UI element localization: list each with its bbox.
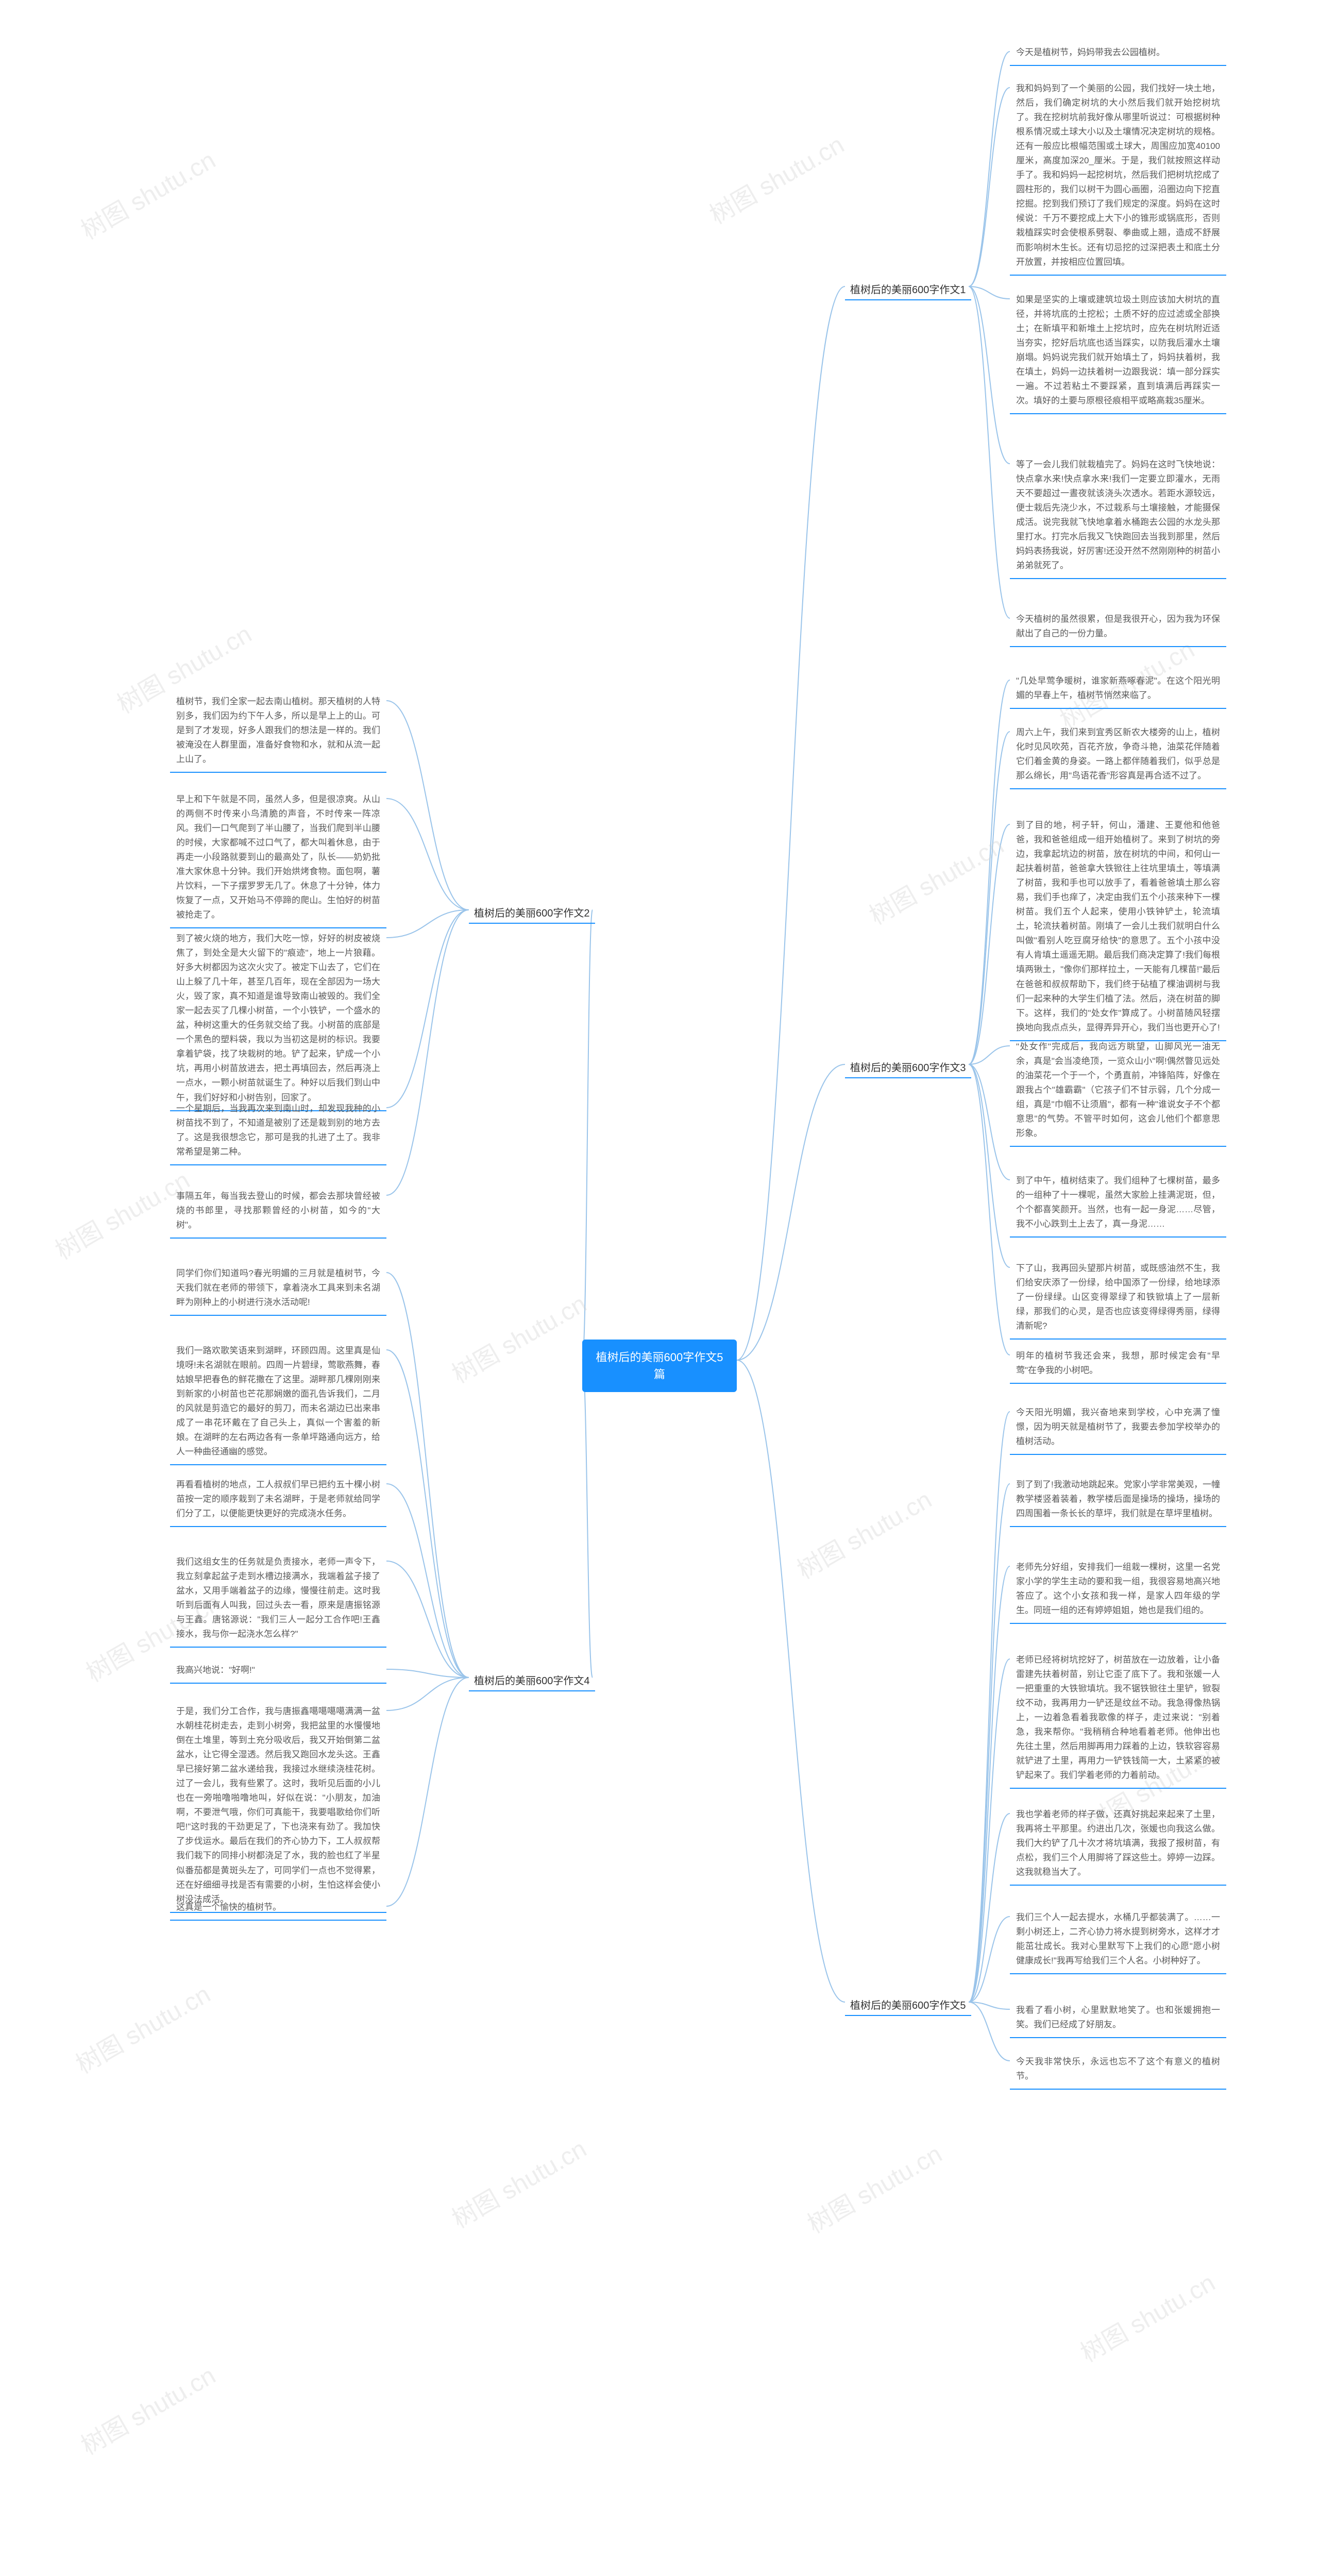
leaf-node: 我看了看小树，心里默默地笑了。也和张媛拥抱一笑。我们已经成了好朋友。 — [1010, 1999, 1226, 2038]
leaf-node: 我和妈妈到了一个美丽的公园，我们找好一块土地，然后，我们确定树坑的大小然后我们就… — [1010, 77, 1226, 276]
watermark: 树图 shutu.cn — [73, 140, 221, 246]
leaf-node: 我也学着老师的样子做，还真好挑起来起来了土里，我再将土平那里。约进出几次，张媛也… — [1010, 1803, 1226, 1886]
leaf-node: 周六上午，我们来到宜秀区新农大楼旁的山上，植树化时见风吹苑，百花齐放，争奇斗艳，… — [1010, 721, 1226, 789]
watermark: 树图 shutu.cn — [789, 1480, 937, 1586]
watermark: 树图 shutu.cn — [800, 2134, 948, 2240]
leaf-node: 老师先分好组，安排我们一组栽一棵树，这里一名党家小学的学生主动的要和我一组，我很… — [1010, 1556, 1226, 1624]
watermark: 树图 shutu.cn — [861, 825, 1009, 931]
leaf-node: 再看看植树的地点，工人叔叔们早已把约五十棵小树苗按一定的顺序栽到了未名湖畔，于是… — [170, 1473, 386, 1527]
leaf-node: "几处早莺争暖树，谁家新燕啄春泥"。在这个阳光明媚的早春上午，植树节悄然来临了。 — [1010, 670, 1226, 709]
leaf-node: 到了目的地，柯子轩，何山，潘建、王夏他和他爸爸，我和爸爸组成一组开始植树了。来到… — [1010, 814, 1226, 1041]
branch-node[interactable]: 植树后的美丽600字作文3 — [845, 1056, 971, 1078]
leaf-node: 明年的植树节我还会来，我想，那时候定会有"早莺"在争我的小树吧。 — [1010, 1345, 1226, 1384]
leaf-node: 一个星期后，当我再次来到南山时，却发现我种的小树苗找不到了，不知道是被别了还是栽… — [170, 1097, 386, 1165]
leaf-node: 于是，我们分工合作，我与唐振鑫噶噶噶噶满满一盆水朝桂花树走去，走到小树旁，我把盆… — [170, 1700, 386, 1913]
leaf-node: 等了一会儿我们就栽植完了。妈妈在这时飞快地说：快点拿水来!快点拿水来!我们一定要… — [1010, 453, 1226, 579]
leaf-node: 今天是植树节，妈妈带我去公园植树。 — [1010, 41, 1226, 66]
leaf-node: 我高兴地说："好啊!" — [170, 1659, 386, 1684]
watermark: 树图 shutu.cn — [444, 1284, 592, 1390]
leaf-node: 到了中午，植树结束了。我们组种了七棵树苗，最多的一组种了十一棵呢，虽然大家脸上挂… — [1010, 1170, 1226, 1238]
leaf-node: 早上和下午就是不同，虽然人多，但是很凉爽。从山的两侧不时传来小鸟清脆的声音，不时… — [170, 788, 386, 928]
leaf-node: 植树节，我们全家一起去南山植树。那天植树的人特别多，我们因为约下午人多，所以是早… — [170, 690, 386, 773]
leaf-node: 到了被火烧的地方，我们大吃一惊，好好的树皮被烧焦了，到处全是大火留下的"痕迹"，… — [170, 927, 386, 1111]
leaf-node: "处女作"完成后，我向远方眺望，山脚风光一油无余，真是"会当凌绝顶，一览众山小"… — [1010, 1036, 1226, 1147]
branch-node[interactable]: 植树后的美丽600字作文1 — [845, 278, 971, 300]
watermark: 树图 shutu.cn — [68, 1974, 216, 2080]
leaf-node: 老师已经将树坑挖好了，树苗放在一边放着，让小备雷建先扶着树苗，别让它歪了底下了。… — [1010, 1649, 1226, 1789]
root-node[interactable]: 植树后的美丽600字作文5篇 — [582, 1340, 737, 1392]
leaf-node: 事隔五年，每当我去登山的时候，都会去那块曾经被烧的书郎里，寻找那颗曾经的小树苗，… — [170, 1185, 386, 1239]
watermark: 树图 shutu.cn — [1026, 2572, 1174, 2576]
leaf-node: 到了到了!我激动地跳起来。党家小学非常美观，一幢教学楼竖着装着，教学楼后面是操场… — [1010, 1473, 1226, 1527]
leaf-node: 同学们你们知道吗?春光明媚的三月就是植树节，今天我们就在老师的带领下，拿着浇水工… — [170, 1262, 386, 1316]
leaf-node: 今天植树的虽然很累，但是我很开心，因为我为环保献出了自己的一份力量。 — [1010, 608, 1226, 647]
leaf-node: 今天阳光明媚，我兴奋地来到学校，心中充满了憧憬，因为明天就是植树节了，我要去参加… — [1010, 1401, 1226, 1455]
leaf-node: 下了山，我再回头望那片树苗，或既感油然不生，我们给安庆添了一份绿，给中国添了一份… — [1010, 1257, 1226, 1340]
watermark: 树图 shutu.cn — [547, 2562, 695, 2576]
leaf-node: 今天我非常快乐，永远也忘不了这个有意义的植树节。 — [1010, 2050, 1226, 2090]
leaf-node: 如果是坚实的上壤或建筑垃圾土则应该加大树坑的直径，并将坑底的土挖松；土质不好的应… — [1010, 289, 1226, 414]
watermark: 树图 shutu.cn — [1073, 2263, 1221, 2369]
leaf-node: 我们三个人一起去提水，水桶几乎都装满了。……一剩小树还上，二齐心协力将水提到树旁… — [1010, 1906, 1226, 1974]
leaf-node: 这真是一个愉快的植树节。 — [170, 1896, 386, 1921]
leaf-node: 我们这组女生的任务就是负责接水，老师一声令下，我立刻拿起盆子走到水槽边接满水，我… — [170, 1551, 386, 1648]
branch-node[interactable]: 植树后的美丽600字作文5 — [845, 1994, 971, 2016]
branch-node[interactable]: 植树后的美丽600字作文4 — [469, 1669, 595, 1691]
watermark: 树图 shutu.cn — [444, 2129, 592, 2235]
leaf-node: 我们一路欢歌笑语来到湖畔，环顾四周。这里真是仙境呀!未名湖就在眼前。四周一片碧绿… — [170, 1340, 386, 1465]
mindmap-canvas: 树图 shutu.cn 树图 shutu.cn 树图 shutu.cn 树图 shut… — [0, 0, 1319, 2576]
watermark: 树图 shutu.cn — [702, 125, 850, 231]
branch-node[interactable]: 植树后的美丽600字作文2 — [469, 902, 595, 924]
watermark: 树图 shutu.cn — [73, 2355, 221, 2462]
